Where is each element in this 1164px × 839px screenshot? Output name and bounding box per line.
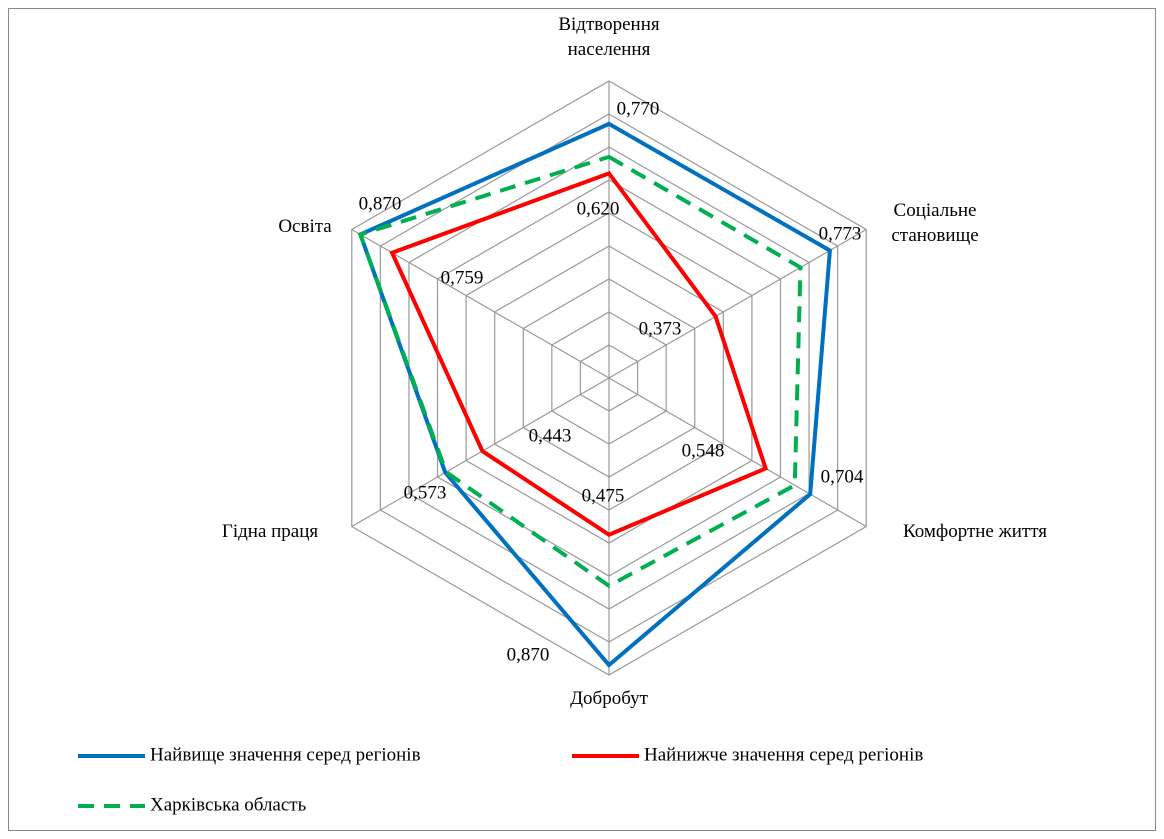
series-line (389, 171, 769, 538)
data-label: 0,770 (617, 98, 660, 119)
data-label: 0,548 (682, 440, 725, 461)
data-label: 0,475 (582, 485, 625, 506)
series-line (357, 154, 803, 589)
legend-label: Найнижче значення серед регіонів (644, 744, 923, 765)
data-label: 0,773 (819, 223, 862, 244)
data-label: 0,443 (529, 425, 572, 446)
spoke (351, 377, 610, 528)
data-label: 0,704 (821, 466, 864, 487)
data-label: 0,373 (639, 318, 682, 339)
data-label: 0,620 (577, 198, 620, 219)
category-label: Соціальне становище (891, 200, 979, 246)
category-label: Відтворення населення (558, 14, 660, 60)
category-label: Гідна праця (221, 521, 319, 542)
spoke (608, 377, 867, 528)
category-label: Добробут (570, 688, 648, 709)
data-label: 0,573 (404, 482, 447, 503)
chart-frame (8, 8, 1156, 831)
data-label: 0,870 (507, 644, 550, 665)
legend-label: Харківська область (150, 794, 307, 815)
data-label: 0,759 (441, 267, 484, 288)
category-label: Комфортне життя (903, 521, 1047, 542)
category-label: Освіта (278, 216, 332, 237)
legend-label: Найвище значення серед регіонів (150, 744, 421, 765)
spoke (608, 228, 867, 379)
data-label: 0,870 (359, 193, 402, 214)
